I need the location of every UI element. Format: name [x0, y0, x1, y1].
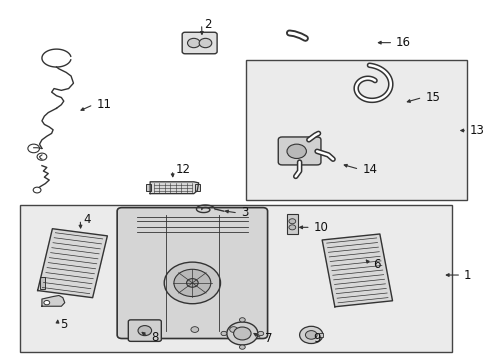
Circle shape [229, 327, 237, 332]
Circle shape [28, 144, 40, 153]
Circle shape [33, 187, 41, 193]
Circle shape [37, 153, 47, 160]
Text: 9: 9 [313, 332, 321, 345]
Text: 3: 3 [241, 207, 248, 220]
FancyBboxPatch shape [278, 137, 320, 165]
Circle shape [226, 322, 257, 345]
Circle shape [164, 262, 220, 304]
Circle shape [239, 345, 245, 349]
Text: 5: 5 [60, 318, 68, 331]
Text: 7: 7 [264, 332, 272, 345]
Circle shape [305, 330, 316, 339]
Circle shape [288, 225, 295, 230]
Bar [194, 184, 199, 191]
Text: 1: 1 [463, 269, 470, 282]
Bar [20, 205, 451, 352]
Circle shape [190, 327, 198, 332]
Bar [40, 277, 45, 289]
Text: 4: 4 [83, 213, 90, 226]
Polygon shape [322, 234, 392, 307]
Text: 16: 16 [395, 36, 410, 49]
Circle shape [174, 269, 210, 297]
Text: 6: 6 [372, 258, 380, 271]
Circle shape [142, 327, 150, 332]
Circle shape [286, 144, 306, 158]
Circle shape [239, 318, 245, 322]
FancyBboxPatch shape [117, 208, 267, 338]
Text: 14: 14 [362, 163, 376, 176]
Bar [286, 214, 297, 234]
Polygon shape [38, 229, 107, 298]
Polygon shape [150, 182, 198, 194]
Text: 8: 8 [151, 330, 158, 343]
FancyBboxPatch shape [128, 320, 161, 341]
Circle shape [186, 279, 198, 287]
Circle shape [44, 301, 50, 305]
Text: 13: 13 [469, 124, 484, 137]
Circle shape [199, 39, 211, 48]
Polygon shape [42, 296, 64, 306]
Text: 2: 2 [204, 18, 212, 31]
Circle shape [138, 325, 151, 336]
Circle shape [233, 327, 250, 340]
Bar [245, 60, 466, 200]
Bar [146, 184, 151, 191]
Bar [318, 333, 323, 337]
Text: 15: 15 [425, 91, 439, 104]
Circle shape [187, 39, 200, 48]
Circle shape [288, 219, 295, 224]
Text: 10: 10 [313, 221, 328, 234]
FancyBboxPatch shape [182, 32, 217, 54]
Circle shape [299, 326, 322, 343]
Text: 12: 12 [175, 163, 190, 176]
Circle shape [221, 331, 226, 336]
Circle shape [257, 331, 263, 336]
Text: 11: 11 [96, 98, 111, 111]
